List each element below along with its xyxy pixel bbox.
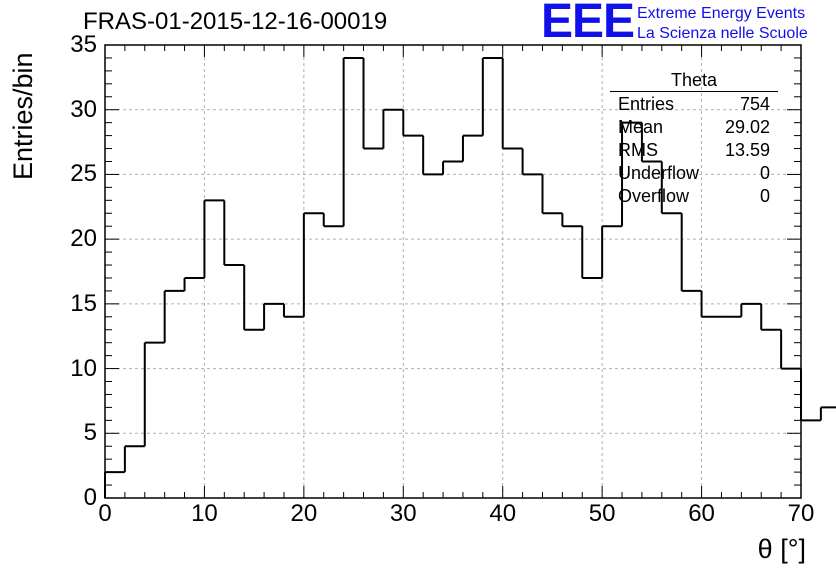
histogram-bin bbox=[342, 56, 364, 227]
histogram-bin bbox=[163, 289, 185, 343]
stats-label: Overflow bbox=[618, 186, 690, 206]
histogram-bin bbox=[282, 303, 304, 318]
histogram-bin bbox=[581, 226, 603, 279]
x-tick-label: 40 bbox=[489, 500, 517, 527]
y-tick-label: 30 bbox=[70, 95, 97, 123]
x-tick-label: 30 bbox=[389, 500, 417, 527]
y-tick-label: 25 bbox=[70, 160, 97, 188]
stats-label: Mean bbox=[618, 117, 664, 137]
x-tick-label: 70 bbox=[787, 500, 815, 527]
y-tick-label: 5 bbox=[83, 419, 97, 447]
stats-row-mean: Mean 29.02 bbox=[610, 116, 778, 139]
histogram-bin bbox=[481, 56, 503, 136]
eee-logo: EEE bbox=[541, 0, 635, 48]
stats-row-overflow: Overflow 0 bbox=[610, 185, 778, 208]
histogram-bin bbox=[223, 200, 245, 267]
histogram-bin bbox=[123, 445, 145, 473]
x-tick-label: 60 bbox=[688, 500, 715, 527]
histogram-bin bbox=[362, 57, 384, 150]
y-tick-label: 35 bbox=[70, 31, 97, 58]
y-tick-label: 10 bbox=[70, 354, 97, 382]
x-tick-label: 10 bbox=[191, 500, 218, 527]
histogram-bin bbox=[601, 225, 623, 278]
histogram-bin bbox=[700, 290, 722, 318]
histogram-bin bbox=[302, 212, 324, 317]
histogram-bin bbox=[819, 406, 836, 421]
histogram-bin bbox=[561, 213, 583, 228]
histogram-bin bbox=[521, 148, 543, 176]
histogram-bin bbox=[243, 265, 265, 331]
grid-lines bbox=[105, 45, 801, 498]
histogram-bin bbox=[680, 213, 702, 292]
stats-value: 13.59 bbox=[724, 140, 770, 160]
stats-label: Underflow bbox=[618, 163, 700, 183]
histogram-series bbox=[104, 56, 836, 498]
histogram-bin bbox=[442, 160, 463, 175]
histogram-bin bbox=[402, 109, 424, 137]
x-tick-label: 0 bbox=[98, 500, 112, 527]
stats-value: 754 bbox=[739, 94, 770, 114]
brand-line-1: Extreme Energy Events bbox=[637, 5, 806, 22]
histogram-bin bbox=[660, 161, 682, 215]
histogram-bin bbox=[541, 174, 563, 215]
histogram-bin bbox=[422, 135, 444, 176]
axis-ticks bbox=[104, 44, 802, 499]
stats-label: RMS bbox=[618, 140, 658, 160]
stats-label: Entries bbox=[618, 94, 675, 114]
y-tick-label: 0 bbox=[83, 484, 97, 511]
stats-value: 0 bbox=[759, 186, 770, 206]
histogram-bin bbox=[800, 368, 821, 422]
axes-frame bbox=[104, 44, 802, 499]
histogram-bin bbox=[322, 213, 344, 228]
stats-title: Theta bbox=[670, 70, 718, 90]
stats-value: 29.02 bbox=[724, 117, 770, 137]
histogram-bin bbox=[640, 122, 662, 163]
histogram-bin bbox=[621, 121, 642, 227]
histogram-bin bbox=[263, 302, 284, 330]
plot-frame bbox=[104, 44, 802, 499]
histogram-bin bbox=[760, 303, 782, 331]
stats-box: Theta Entries 754 Mean 29.02 RMS 13.59 U… bbox=[610, 70, 778, 208]
y-tick-label: 15 bbox=[70, 289, 97, 317]
plot-title: FRAS-01-2015-12-16-00019 bbox=[83, 8, 388, 35]
histogram-bin bbox=[501, 57, 523, 150]
stats-row-entries: Entries 754 bbox=[610, 93, 778, 116]
stats-row-rms: RMS 13.59 bbox=[610, 139, 778, 162]
histogram-bin bbox=[461, 134, 483, 162]
x-tick-label: 20 bbox=[290, 500, 318, 527]
brand-line-2: La Scienza nelle Scuole bbox=[637, 25, 808, 42]
histogram-bin bbox=[143, 341, 165, 447]
histogram-bin bbox=[183, 276, 205, 291]
x-axis-label: θ [°] bbox=[757, 534, 806, 564]
y-axis-label: Entries/bin bbox=[8, 52, 38, 180]
stats-value: 0 bbox=[759, 163, 770, 183]
x-tick-label: 50 bbox=[588, 500, 616, 527]
histogram-bin bbox=[780, 329, 801, 370]
histogram-bin bbox=[382, 108, 404, 149]
y-tick-label: 20 bbox=[70, 225, 97, 253]
histogram-bin bbox=[203, 199, 225, 278]
histogram-bin bbox=[740, 302, 762, 317]
stats-divider bbox=[610, 91, 778, 92]
stats-row-underflow: Underflow 0 bbox=[610, 162, 778, 185]
